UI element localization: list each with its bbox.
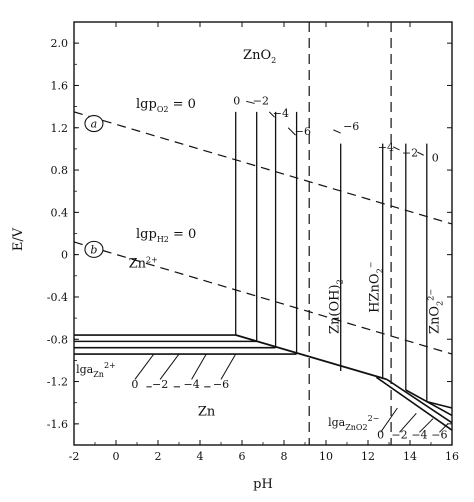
activity-label: −4 [273,107,289,120]
activity-label-zno2: lgaZnO22− [328,414,379,432]
activity-label: −6 [295,125,311,138]
y-tick-label: -0.8 [47,333,68,346]
activity-label: 0 [233,94,240,107]
zn-zno2-line [426,400,453,409]
label-dash [287,127,296,136]
x-tick-label: 8 [281,450,288,463]
label-dash [268,111,275,118]
region-hzno2: HZnO2− [367,262,385,313]
y-tick-label: 1.2 [51,122,69,135]
label-dash [246,100,255,104]
y-tick-label: 0 [61,249,68,262]
y-tick-label: 0.4 [51,206,69,219]
lgpH2-label: lgpH2 = 0 [136,227,196,244]
y-tick-label: -1.2 [47,376,68,389]
activity-label: −6 [213,378,229,391]
region-zno2-2minus: ZnO22− [426,289,444,334]
x-tick-label: 16 [445,450,459,463]
activity-label: −4 [378,141,394,154]
marker-label-b: b [90,243,97,256]
zn-zno2-line [375,376,453,431]
region-zno2: ZnO2 [243,48,276,65]
zn-zno2-line [386,378,453,424]
activity-label: 0 [131,378,138,391]
x-tick-label: 10 [319,450,333,463]
region-zn: Zn [198,404,216,419]
x-axis-title: pH [253,477,273,492]
x-tick-label: 0 [113,450,120,463]
leader-line [159,353,180,380]
water-line-b [73,241,453,355]
activity-label: −2 [402,146,418,159]
label-dash [333,129,341,134]
zn-zno2-line [405,389,453,417]
x-tick-label: 4 [197,450,204,463]
marker-b [84,240,104,258]
region-zn2plus: Zn2+ [129,255,158,271]
leader-line [399,412,417,433]
y-tick-label: -1.6 [47,418,68,431]
lgpO2-label: lgpO2 = 0 [136,97,196,114]
x-tick-label: 2 [155,450,162,463]
x-tick-label: -2 [69,450,80,463]
activity-label: 0 [432,152,439,165]
activity-label: −4 [411,429,427,442]
activity-label-zn2plus: lgaZn2+ [76,361,116,379]
activity-label: −4 [183,378,199,391]
leader-line [191,353,207,380]
activity-label: 0 [377,429,384,442]
activity-label: −2 [152,378,168,391]
marker-a [84,114,104,133]
marker-label-a: a [91,118,98,131]
x-tick-label: 12 [361,450,375,463]
water-line-a [73,111,453,225]
y-axis-title: E/V [11,227,26,251]
label-dash [392,146,400,151]
y-tick-label: 1.6 [51,79,69,92]
x-tick-label: 14 [403,450,417,463]
activity-label: −6 [431,429,447,442]
leader-line [419,418,434,433]
region-zn-oh-2: Zn(OH)2 [328,279,345,334]
leader-line [380,407,398,433]
zn-hydroxide-line [235,334,388,381]
leader-line [134,353,155,380]
x-tick-label: 6 [239,450,246,463]
activity-label: −2 [391,429,407,442]
y-tick-label: -0.4 [47,291,68,304]
leader-line [439,423,449,433]
label-dash [417,151,424,156]
y-tick-label: 0.8 [51,164,69,177]
activity-label: −6 [343,120,359,133]
y-tick-label: 2.0 [51,37,69,50]
activity-label: −2 [253,94,269,107]
leader-line [220,353,237,380]
